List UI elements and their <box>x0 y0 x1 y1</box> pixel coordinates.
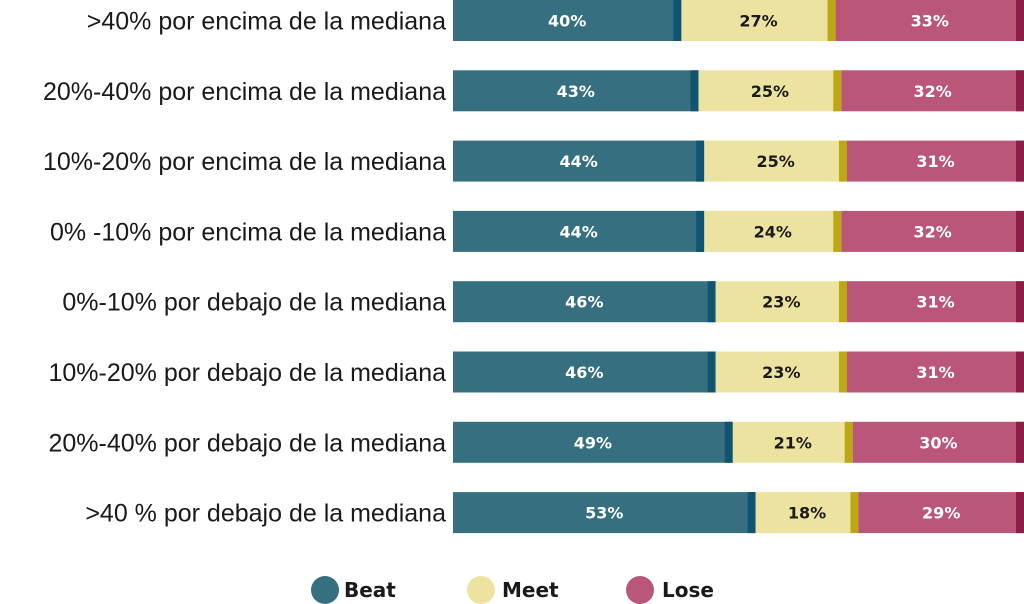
bar-segment-meet <box>755 492 859 534</box>
bar-segment-lose <box>841 70 1024 112</box>
data-label: 18% <box>788 504 826 523</box>
bar-segment-lose <box>852 421 1024 463</box>
bar-segment-beat <box>453 351 716 393</box>
data-label: 40% <box>548 12 586 31</box>
bar-segment-edge-lose <box>1016 351 1024 393</box>
bar-segment-lose <box>846 281 1024 323</box>
data-label: 44% <box>559 152 597 171</box>
bar-segment-lose <box>858 492 1024 534</box>
bar-segment-edge-meet <box>838 140 847 182</box>
bar-segment-edge-beat <box>707 281 716 323</box>
bar-segment-edge-lose <box>1016 210 1024 252</box>
bar-segment-edge-meet <box>833 210 842 252</box>
legend-swatch <box>311 576 339 604</box>
bar-segment-meet <box>715 281 847 323</box>
bar-segment-edge-beat <box>696 140 705 182</box>
data-label: 24% <box>754 222 792 241</box>
bar-segment-edge-lose <box>1016 0 1024 41</box>
data-label: 53% <box>585 504 623 523</box>
data-label: 31% <box>916 152 954 171</box>
bar-segment-beat <box>453 0 682 41</box>
bar-segment-meet <box>698 70 842 112</box>
bar-segment-edge-beat <box>673 0 682 41</box>
bars-group: 40% 27% 33% 43% 25% 32% 44% 25% 31% 44% 24% 32% 46% 2… <box>453 0 1024 534</box>
data-label: 49% <box>574 433 612 452</box>
category-label: >40% por encima de la mediana <box>87 8 446 36</box>
legend-item-beat: Beat <box>311 576 396 604</box>
data-label: 31% <box>916 293 954 312</box>
bar-segment-meet <box>704 210 842 252</box>
bar-segment-edge-lose <box>1016 281 1024 323</box>
bar-segment-edge-beat <box>724 421 733 463</box>
data-label: 32% <box>913 222 951 241</box>
data-label: 25% <box>756 152 794 171</box>
bar-segment-lose <box>841 210 1024 252</box>
category-label: 10%-20% por debajo de la mediana <box>49 359 447 387</box>
data-label: 32% <box>913 82 951 101</box>
bar-segment-edge-meet <box>838 281 847 323</box>
bar-segment-lose <box>846 351 1024 393</box>
category-label: 0% -10% por encima de la mediana <box>50 218 446 246</box>
bar-segment-meet <box>681 0 836 41</box>
bar-segment-beat <box>453 140 705 182</box>
data-label: 46% <box>565 293 603 312</box>
bar-segment-lose <box>835 0 1024 41</box>
bar-segment-edge-lose <box>1016 140 1024 182</box>
bar-segment-edge-lose <box>1016 70 1024 112</box>
legend-item-lose: Lose <box>626 576 714 604</box>
bar-segment-edge-beat <box>747 492 756 534</box>
data-label: 25% <box>751 82 789 101</box>
bar-segment-lose <box>846 140 1024 182</box>
legend-item-meet: Meet <box>467 576 559 604</box>
category-label: >40 % por debajo de la mediana <box>85 500 446 528</box>
legend-swatch <box>626 576 654 604</box>
data-label: 46% <box>565 363 603 382</box>
data-label: 23% <box>762 363 800 382</box>
bar-segment-meet <box>732 421 853 463</box>
bar-segment-edge-meet <box>827 0 836 41</box>
bar-segment-meet <box>715 351 847 393</box>
legend-swatch <box>467 576 495 604</box>
category-label: 10%-20% por encima de la mediana <box>43 148 446 176</box>
legend-label: Lose <box>662 578 714 602</box>
data-label: 23% <box>762 293 800 312</box>
data-label: 21% <box>774 433 812 452</box>
data-label: 43% <box>557 82 595 101</box>
bar-segment-edge-meet <box>844 421 853 463</box>
bar-segment-edge-meet <box>850 492 859 534</box>
bar-segment-edge-meet <box>833 70 842 112</box>
bar-segment-beat <box>453 421 733 463</box>
bar-segment-edge-meet <box>838 351 847 393</box>
bar-segment-beat <box>453 492 756 534</box>
data-label: 31% <box>916 363 954 382</box>
bar-segment-edge-lose <box>1016 421 1024 463</box>
legend-label: Meet <box>502 578 559 602</box>
category-label: 0%-10% por debajo de la mediana <box>62 289 446 317</box>
data-label: 29% <box>922 504 960 523</box>
data-label: 27% <box>739 12 777 31</box>
bar-segment-edge-beat <box>690 70 699 112</box>
category-labels-group: >40% por encima de la mediana 20%-40% por… <box>43 8 446 528</box>
bar-segment-edge-beat <box>707 351 716 393</box>
data-label: 44% <box>559 222 597 241</box>
bar-segment-beat <box>453 70 699 112</box>
data-label: 30% <box>919 433 957 452</box>
bar-segment-edge-beat <box>696 210 705 252</box>
bar-segment-beat <box>453 281 716 323</box>
category-label: 20%-40% por debajo de la mediana <box>49 429 447 457</box>
category-label: 20%-40% por encima de la mediana <box>43 78 446 106</box>
legend: Beat Meet Lose <box>311 576 714 604</box>
data-label: 33% <box>911 12 949 31</box>
bar-segment-beat <box>453 210 705 252</box>
bar-segment-meet <box>704 140 847 182</box>
bar-segment-edge-lose <box>1016 492 1024 534</box>
legend-label: Beat <box>344 578 396 602</box>
